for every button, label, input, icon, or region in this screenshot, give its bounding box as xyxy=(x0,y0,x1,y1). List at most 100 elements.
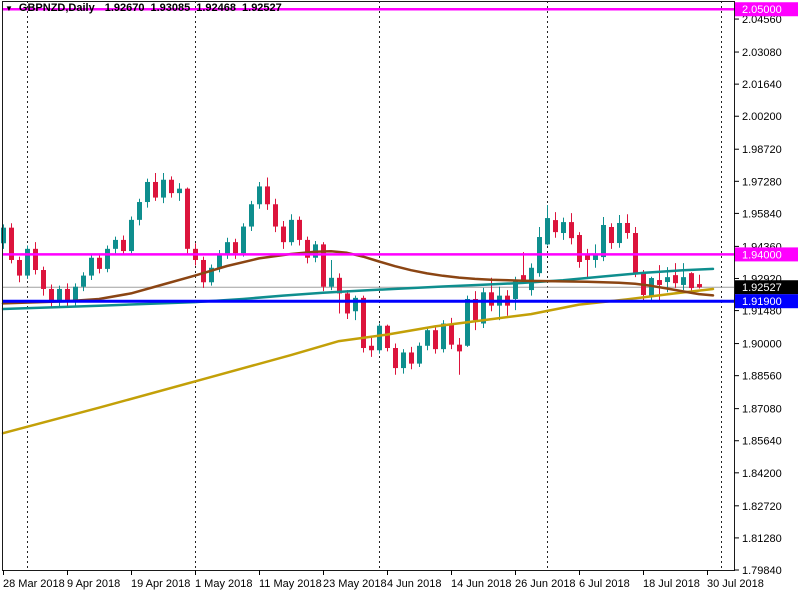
candle-body[interactable] xyxy=(585,254,590,260)
ohlc-low: 1.92468 xyxy=(196,2,237,14)
candle-body[interactable] xyxy=(281,226,286,243)
candle-body[interactable] xyxy=(545,218,550,245)
candle-body[interactable] xyxy=(521,275,526,281)
candle-body[interactable] xyxy=(457,344,462,352)
candle-body[interactable] xyxy=(73,286,78,303)
candle-body[interactable] xyxy=(481,292,486,324)
candle-body[interactable] xyxy=(297,219,302,240)
candle-body[interactable] xyxy=(1,227,6,244)
ma-brown-line[interactable] xyxy=(1,250,715,305)
candle-body[interactable] xyxy=(449,323,454,345)
candle-body[interactable] xyxy=(17,259,22,276)
candle-body[interactable] xyxy=(121,239,126,252)
candle-body[interactable] xyxy=(89,257,94,276)
candle-body[interactable] xyxy=(569,222,574,239)
candle-body[interactable] xyxy=(241,226,246,254)
ohlc-close: 1.92527 xyxy=(242,2,282,14)
candle-body[interactable] xyxy=(185,188,190,249)
candle-body[interactable] xyxy=(593,254,598,260)
price-axis[interactable]: 2.04560 2.03080 2.01640 2.00200 1.98720 1.972… xyxy=(734,2,798,577)
candle-body[interactable] xyxy=(337,277,342,294)
price-tick-label: 2.04560 xyxy=(742,14,782,26)
candle-body[interactable] xyxy=(129,219,134,252)
date-tick-label: 19 Apr 2018 xyxy=(131,578,190,590)
candle-body[interactable] xyxy=(249,204,254,227)
time-axis[interactable]: 28 Mar 2018 9 Apr 2018 19 Apr 2018 1 May 20… xyxy=(3,570,764,590)
candle-body[interactable] xyxy=(161,179,166,198)
candle-body[interactable] xyxy=(673,275,678,284)
candle-body[interactable] xyxy=(345,293,350,314)
candle-body[interactable] xyxy=(561,222,566,234)
candle-body[interactable] xyxy=(553,220,558,233)
candle-body[interactable] xyxy=(177,188,182,194)
candle-body[interactable] xyxy=(681,277,686,285)
candlestick-series[interactable] xyxy=(1,173,702,375)
candle-body[interactable] xyxy=(697,284,702,288)
candle-body[interactable] xyxy=(377,325,382,351)
candle-body[interactable] xyxy=(289,219,294,243)
candle-body[interactable] xyxy=(601,224,606,258)
candle-body[interactable] xyxy=(49,288,54,302)
candle-body[interactable] xyxy=(81,275,86,287)
candle-body[interactable] xyxy=(385,325,390,349)
candle-body[interactable] xyxy=(409,352,414,364)
candle-body[interactable] xyxy=(369,345,374,351)
candle-body[interactable] xyxy=(577,235,582,262)
candle-body[interactable] xyxy=(425,330,430,346)
candle-body[interactable] xyxy=(529,267,534,291)
candle-body[interactable] xyxy=(513,280,518,299)
candle-body[interactable] xyxy=(25,248,30,276)
candle-body[interactable] xyxy=(65,288,70,303)
candle-body[interactable] xyxy=(633,233,638,274)
candle-body[interactable] xyxy=(625,222,630,234)
candle-body[interactable] xyxy=(105,248,110,269)
candle-body[interactable] xyxy=(417,345,422,364)
candle-body[interactable] xyxy=(41,270,46,289)
symbol-dropdown-icon[interactable]: ▼ xyxy=(5,3,13,13)
candle-body[interactable] xyxy=(489,292,494,306)
candle-body[interactable] xyxy=(233,242,238,254)
candle-body[interactable] xyxy=(9,227,14,260)
candle-body[interactable] xyxy=(689,273,694,289)
candle-body[interactable] xyxy=(265,186,270,205)
candle-body[interactable] xyxy=(361,297,366,349)
candle-body[interactable] xyxy=(353,297,358,312)
candle-body[interactable] xyxy=(113,239,118,249)
candle-body[interactable] xyxy=(57,288,62,302)
candle-body[interactable] xyxy=(401,352,406,369)
price-tick-label: 2.01640 xyxy=(742,79,782,91)
candle-body[interactable] xyxy=(217,255,222,268)
candle-body[interactable] xyxy=(273,204,278,227)
candle-body[interactable] xyxy=(657,280,662,285)
candle-body[interactable] xyxy=(145,181,150,203)
date-tick-label: 9 Apr 2018 xyxy=(67,578,120,590)
candle-body[interactable] xyxy=(209,267,214,283)
candle-body[interactable] xyxy=(665,277,670,283)
candle-body[interactable] xyxy=(617,222,622,244)
ohlc-high: 1.93085 xyxy=(150,2,191,14)
candle-body[interactable] xyxy=(97,257,102,269)
candle-body[interactable] xyxy=(257,186,262,205)
date-tick-label: 26 Jun 2018 xyxy=(515,578,576,590)
candle-body[interactable] xyxy=(649,278,654,297)
candle-body[interactable] xyxy=(137,202,142,220)
ma-gold-line[interactable] xyxy=(1,287,715,435)
candle-body[interactable] xyxy=(641,272,646,295)
candle-body[interactable] xyxy=(609,226,614,244)
candle-body[interactable] xyxy=(33,248,38,271)
candle-body[interactable] xyxy=(153,181,158,198)
price-tick-label: 1.82720 xyxy=(742,501,782,513)
candle-body[interactable] xyxy=(169,179,174,194)
candle-body[interactable] xyxy=(433,330,438,350)
candle-body[interactable] xyxy=(305,239,310,258)
candle-body[interactable] xyxy=(201,259,206,283)
candle-body[interactable] xyxy=(225,242,230,256)
price-label-box-2.05000 xyxy=(735,2,798,17)
price-tick-label: 1.91480 xyxy=(742,306,782,318)
candle-body[interactable] xyxy=(473,298,478,321)
candle-body[interactable] xyxy=(393,348,398,369)
candle-body[interactable] xyxy=(321,244,326,287)
candle-body[interactable] xyxy=(441,323,446,350)
candle-body[interactable] xyxy=(329,277,334,287)
